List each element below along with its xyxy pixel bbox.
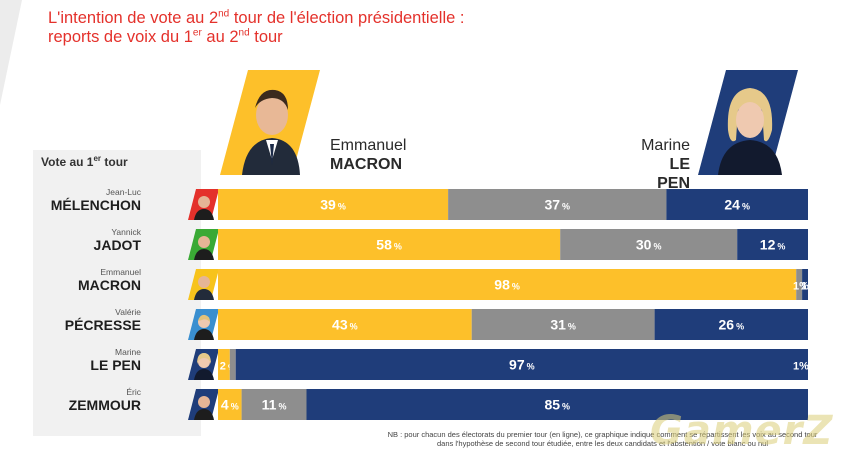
thumb-macron bbox=[188, 269, 219, 300]
row-label-lepen: Marine LE PEN bbox=[90, 347, 141, 373]
bar-lepen-s2 bbox=[235, 349, 808, 380]
bar-macron-s1 bbox=[796, 269, 803, 300]
bar-lepen-s0 bbox=[218, 349, 230, 380]
lepen-portrait bbox=[698, 70, 798, 175]
label-mlenchon-s1: 37% bbox=[544, 197, 570, 213]
label-lepen-combined: 1% bbox=[793, 361, 809, 373]
label-macron-s2: 1% bbox=[801, 281, 816, 293]
label-lepen-s2: 97% bbox=[509, 357, 535, 373]
label-zemmour-s0: 4% bbox=[221, 397, 239, 413]
label-pcresse-s2: 26% bbox=[719, 317, 745, 333]
bar-zemmour-s1 bbox=[241, 389, 307, 420]
bar-pcresse-s0 bbox=[218, 309, 472, 340]
panel-title: Vote au 1er tour bbox=[41, 154, 128, 170]
label-mlenchon-s0: 39% bbox=[320, 197, 346, 213]
label-pcresse-s1: 31% bbox=[550, 317, 576, 333]
chart-title: L'intention de vote au 2nd tour de l'éle… bbox=[48, 8, 465, 46]
bar-mlenchon-s2 bbox=[666, 189, 808, 220]
bar-mlenchon-s0 bbox=[218, 189, 449, 220]
row-label-pecresse: Valérie PÉCRESSE bbox=[64, 307, 141, 333]
bar-pcresse-s2 bbox=[654, 309, 808, 340]
row-label-zemmour: Éric ZEMMOUR bbox=[68, 387, 141, 413]
bar-jadot-s1 bbox=[560, 229, 738, 260]
macron-name: Emmanuel MACRON bbox=[330, 137, 407, 173]
footnote: NB : pour chacun des électorats du premi… bbox=[387, 430, 818, 448]
label-macron-s0: 98% bbox=[494, 277, 520, 293]
label-jadot-s1: 30% bbox=[636, 237, 662, 253]
watermark-logo: GamerZ bbox=[650, 408, 834, 454]
label-pcresse-s0: 43% bbox=[332, 317, 358, 333]
row-label-jadot: Yannick JADOT bbox=[93, 227, 141, 253]
bar-pcresse-s1 bbox=[471, 309, 655, 340]
bar-lepen-s1 bbox=[229, 349, 236, 380]
thumb-pecresse bbox=[188, 309, 219, 340]
thumb-lepen bbox=[188, 349, 219, 380]
thumb-jadot bbox=[188, 229, 219, 260]
row-label-melenchon: Jean-Luc MÉLENCHON bbox=[50, 187, 141, 213]
corner-decoration bbox=[0, 0, 22, 105]
label-zemmour-s2: 85% bbox=[544, 397, 570, 413]
macron-portrait bbox=[220, 70, 320, 175]
bar-mlenchon-s1 bbox=[448, 189, 667, 220]
bar-macron-s2 bbox=[802, 269, 808, 300]
bar-zemmour-s2 bbox=[306, 389, 808, 420]
bar-zemmour-s0 bbox=[218, 389, 242, 420]
lepen-name: Marine LE PEN bbox=[641, 137, 690, 192]
bar-jadot-s0 bbox=[218, 229, 561, 260]
bar-macron-s0 bbox=[218, 269, 797, 300]
thumb-zemmour bbox=[188, 389, 219, 420]
first-round-panel: Vote au 1er tour Jean-Luc MÉLENCHON Yanni… bbox=[33, 150, 219, 436]
bar-jadot-s2 bbox=[737, 229, 808, 260]
label-macron-combined: 1% bbox=[793, 281, 809, 293]
label-mlenchon-s2: 24% bbox=[724, 197, 750, 213]
label-jadot-s0: 58% bbox=[376, 237, 402, 253]
label-jadot-s2: 12% bbox=[760, 237, 786, 253]
thumb-melenchon bbox=[188, 189, 219, 220]
label-zemmour-s1: 11% bbox=[262, 397, 287, 413]
row-label-macron: Emmanuel MACRON bbox=[78, 267, 141, 293]
